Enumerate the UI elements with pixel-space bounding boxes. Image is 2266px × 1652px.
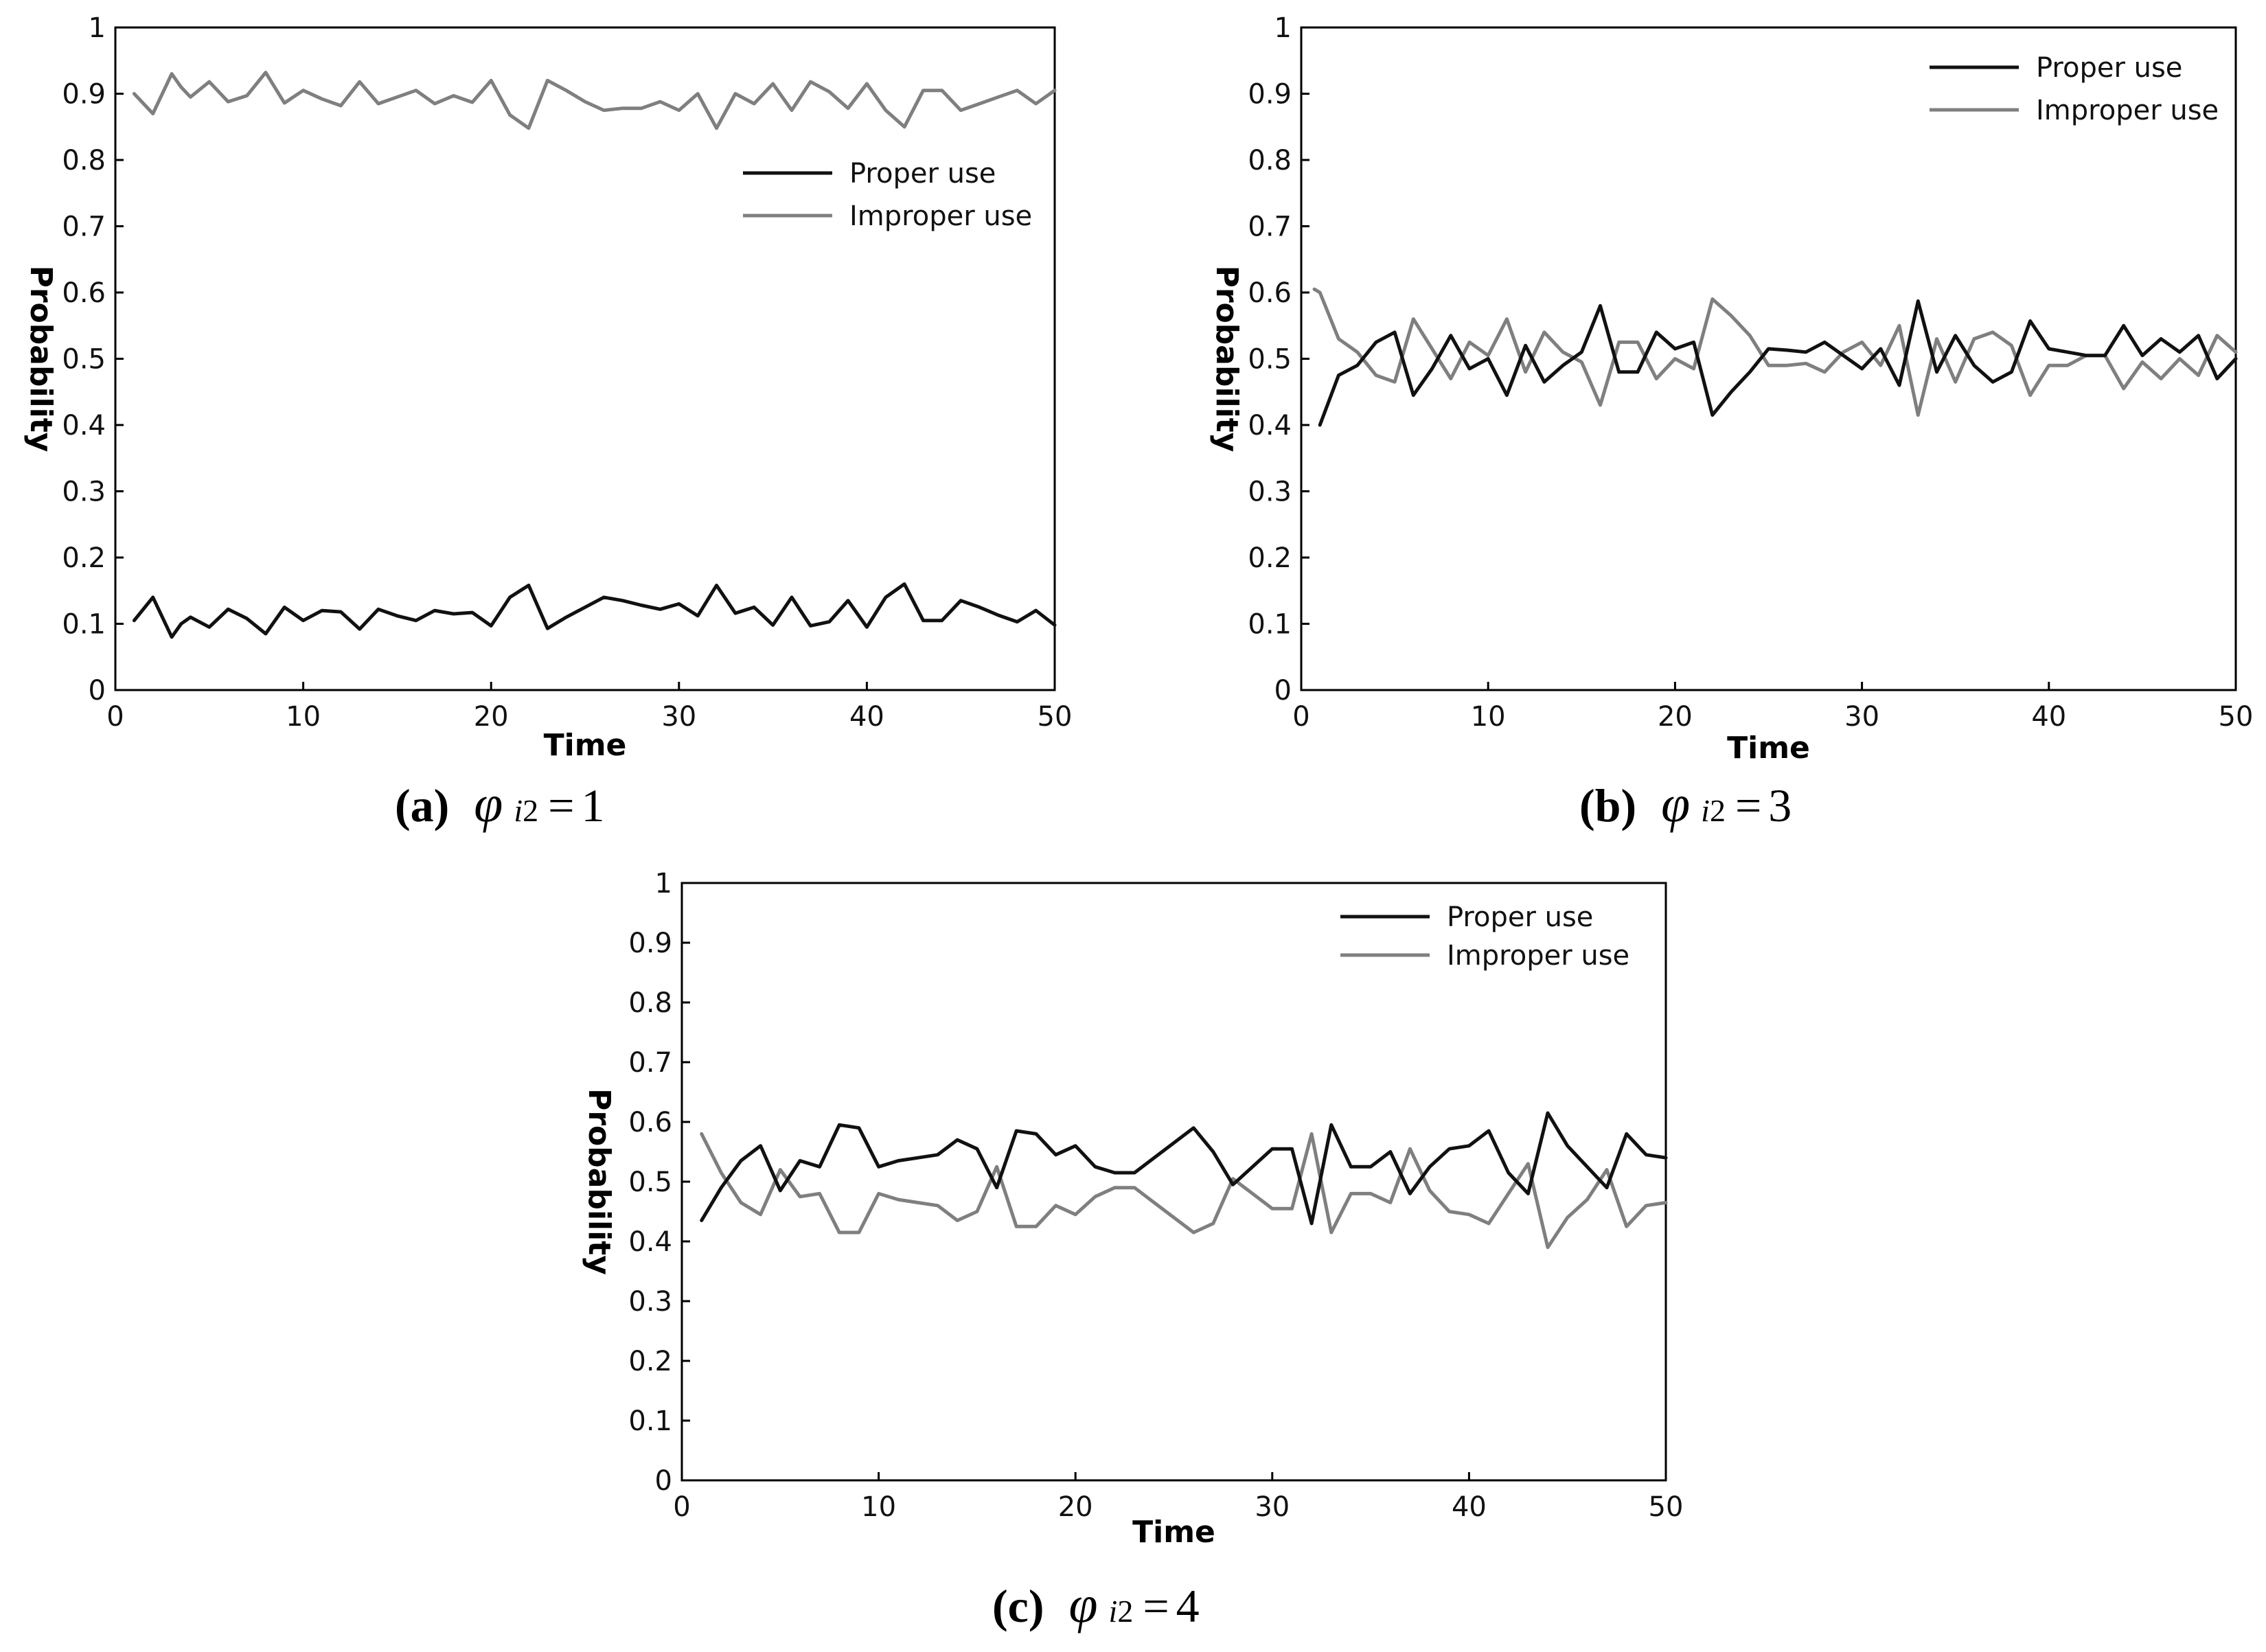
panel-caption: (b) φ i2 = 3: [1579, 775, 1792, 833]
y-tick-label: 0.2: [628, 1346, 672, 1377]
x-axis-title: Time: [544, 728, 627, 763]
legend-label: Improper use: [849, 200, 1032, 232]
x-tick-label: 20: [474, 701, 509, 733]
y-tick-label: 1: [655, 868, 672, 899]
y-axis-title: Probability: [1209, 266, 1244, 452]
x-tick-label: 10: [1471, 701, 1506, 733]
y-tick-label: 0.4: [1248, 410, 1292, 441]
y-tick-label: 0.3: [62, 477, 106, 508]
plot-frame: [114, 26, 1056, 691]
y-tick-label: 0.3: [1248, 477, 1292, 508]
plot-frame: [1300, 26, 2237, 691]
y-tick-label: 0.6: [62, 277, 106, 309]
legend: Proper use Improper use: [1930, 52, 2219, 126]
x-tick-label: 50: [1038, 701, 1073, 733]
x-tick-label: 30: [1844, 701, 1879, 733]
y-tick-label: 0.8: [628, 987, 672, 1019]
x-tick-label: 40: [1452, 1491, 1487, 1523]
legend-label: Improper use: [1447, 940, 1629, 972]
y-tick-label: 0.3: [628, 1286, 672, 1318]
legend: Proper use Improper use: [1340, 902, 1629, 972]
y-tick-label: 0.6: [1248, 277, 1292, 309]
legend: Proper use Improper use: [743, 158, 1032, 232]
legend-label: Improper use: [2036, 95, 2219, 126]
y-tick-label: 0.6: [628, 1107, 672, 1138]
series-line-proper-use: [1318, 299, 2238, 427]
chart-panel-b: 00.10.20.30.40.50.60.70.80.910 10 20 30 40 50…: [1209, 12, 2253, 833]
x-tick-label: 0: [106, 701, 124, 733]
y-tick-label: 0.1: [1248, 609, 1292, 641]
y-tick-label: 0.2: [1248, 542, 1292, 574]
y-tick-label: 0.5: [62, 344, 106, 376]
series-line-proper-use: [132, 582, 1057, 639]
y-tick-label: 1: [89, 12, 106, 44]
legend-label: Proper use: [849, 158, 996, 190]
x-tick-label: 20: [1658, 701, 1693, 733]
x-tick-label: 30: [661, 701, 696, 733]
y-tick-label: 0.9: [628, 928, 672, 959]
series-line-improper-use: [132, 71, 1057, 130]
legend-label: Proper use: [2036, 52, 2182, 84]
x-tick-label: 10: [286, 701, 321, 733]
y-tick-label: 0.7: [62, 211, 106, 243]
x-axis-title: Time: [1132, 1515, 1215, 1550]
x-tick-label: 0: [1292, 701, 1309, 733]
chart-panel-a: 00.10.20.30.40.50.60.70.80.910 10 20 30 40 50…: [23, 12, 1072, 833]
x-tick-label: 50: [2219, 701, 2254, 733]
series-line-proper-use: [700, 1111, 1668, 1226]
panel-caption: (c) φ i2 = 4: [992, 1576, 1200, 1633]
legend-label: Proper use: [1447, 902, 1593, 933]
y-tick-label: 0.7: [628, 1047, 672, 1079]
y-tick-label: 0.9: [62, 79, 106, 111]
x-tick-label: 20: [1058, 1491, 1093, 1523]
y-tick-label: 0.8: [1248, 145, 1292, 176]
series-line-improper-use: [1312, 287, 2238, 417]
y-tick-label: 0.7: [1248, 211, 1292, 243]
x-tick-label: 40: [849, 701, 884, 733]
x-tick-label: 50: [1649, 1491, 1684, 1523]
y-tick-label: 0.9: [1248, 79, 1292, 111]
series-line-improper-use: [700, 1132, 1668, 1250]
x-tick-label: 0: [673, 1491, 690, 1523]
x-axis-title: Time: [1727, 731, 1810, 766]
y-tick-label: 0.5: [1248, 344, 1292, 376]
chart-panel-c: 00.10.20.30.40.50.60.70.80.910 10 20 30 40 50…: [582, 868, 1683, 1633]
y-tick-label: 0.4: [628, 1226, 672, 1258]
y-tick-label: 0.1: [62, 609, 106, 641]
y-tick-label: 0.4: [62, 410, 106, 441]
y-tick-label: 0.2: [62, 542, 106, 574]
y-tick-label: 0: [655, 1465, 672, 1497]
y-tick-label: 0.5: [628, 1167, 672, 1198]
y-tick-label: 0.8: [62, 145, 106, 176]
y-axis-title: Probability: [582, 1088, 617, 1275]
x-tick-label: 10: [861, 1491, 896, 1523]
y-tick-label: 1: [1274, 12, 1292, 44]
y-tick-label: 0: [1274, 675, 1292, 707]
x-tick-label: 40: [2031, 701, 2066, 733]
y-tick-label: 0.1: [628, 1406, 672, 1437]
y-tick-label: 0: [89, 675, 106, 707]
panel-caption: (a) φ i2 = 1: [395, 775, 604, 833]
x-tick-label: 30: [1255, 1491, 1290, 1523]
y-axis-title: Probability: [23, 266, 58, 452]
